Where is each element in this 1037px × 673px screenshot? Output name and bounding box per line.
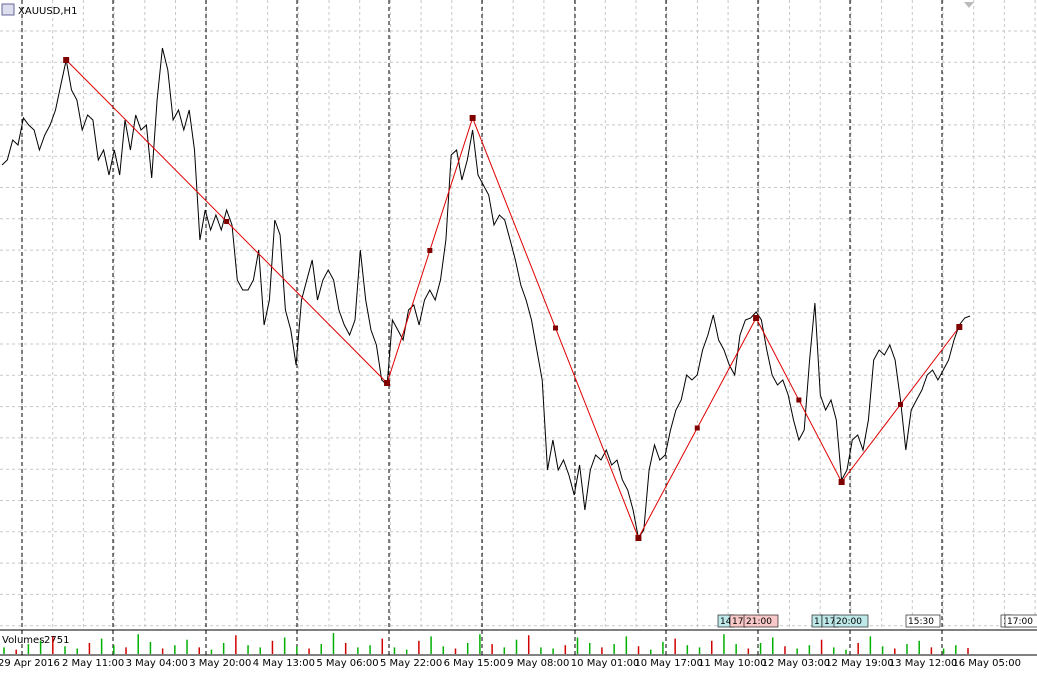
- time-label: 16 May 05:00: [952, 658, 1021, 669]
- zigzag-vertex: [635, 535, 642, 541]
- time-label: 9 May 08:00: [507, 658, 569, 669]
- zigzag-midpoint: [224, 219, 230, 224]
- zigzag-vertex: [956, 324, 963, 330]
- zigzag-midpoint: [897, 402, 903, 407]
- event-flag-text: 17: [824, 617, 835, 627]
- zigzag-midpoint: [553, 325, 559, 331]
- zigzag-vertex: [753, 315, 760, 321]
- zigzag-vertex: [469, 115, 476, 121]
- event-flag-text: 20:00: [836, 617, 862, 627]
- zigzag-midpoint: [796, 397, 802, 403]
- time-label: 10 May 17:00: [634, 658, 703, 669]
- shift-marker: [964, 2, 974, 8]
- price-line: [1, 47, 971, 540]
- event-flag-text: 21:00: [746, 617, 772, 627]
- volume-last: 2751: [44, 635, 69, 646]
- time-label: 3 May 20:00: [189, 658, 251, 669]
- time-label: 4 May 13:00: [253, 658, 315, 669]
- event-flag-text: 15:30: [908, 617, 934, 627]
- volume-title: Volumes: [2, 635, 44, 646]
- symbol-icon: [1, 3, 15, 16]
- time-label: 29 Apr 2016: [0, 658, 60, 669]
- time-label: 13 May 12:00: [889, 658, 958, 669]
- zigzag-vertex: [384, 380, 391, 386]
- time-label: 10 May 01:00: [571, 658, 640, 669]
- time-label: 3 May 04:00: [126, 658, 188, 669]
- time-label: 5 May 06:00: [316, 658, 378, 669]
- time-label: 12 May 19:00: [825, 658, 894, 669]
- event-flag: [1004, 614, 1037, 628]
- time-label: 6 May 15:00: [444, 658, 506, 669]
- event-flag-text: 17: [732, 617, 743, 627]
- event-flag: [833, 614, 869, 628]
- zigzag-midpoint: [694, 425, 700, 431]
- zigzag-vertex: [838, 479, 845, 485]
- time-label: 5 May 22:00: [380, 658, 442, 669]
- event-flag-text: 1: [814, 617, 820, 627]
- zigzag-vertex: [63, 57, 70, 63]
- event-flag-text: 17:00: [1007, 617, 1033, 627]
- event-flag-text: 14: [720, 617, 732, 627]
- grid: [0, 0, 1037, 655]
- chart-title: XAUUSD,H1: [18, 6, 77, 17]
- event-flag: [743, 614, 779, 628]
- event-flag: [905, 614, 941, 628]
- time-label: 2 May 11:00: [62, 658, 124, 669]
- time-label: 11 May 10:00: [698, 658, 767, 669]
- zigzag-midpoint: [427, 248, 433, 253]
- time-label: 12 May 03:00: [762, 658, 831, 669]
